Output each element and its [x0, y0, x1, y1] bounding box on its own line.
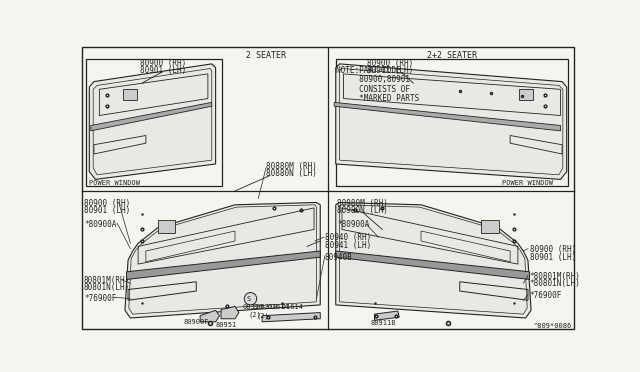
Bar: [336, 58, 568, 186]
Bar: [123, 89, 136, 100]
Polygon shape: [90, 64, 216, 179]
Text: S08310-61614: S08310-61614: [253, 304, 304, 310]
Text: POWER WINDOW: POWER WINDOW: [502, 180, 554, 186]
Text: 80901 (LH): 80901 (LH): [529, 253, 576, 262]
Text: 80901 (LH): 80901 (LH): [140, 66, 187, 75]
Text: POWER WINDOW: POWER WINDOW: [90, 180, 140, 186]
Text: NOTE:PART CODE: NOTE:PART CODE: [336, 66, 401, 75]
Text: (2): (2): [249, 312, 262, 318]
Text: 80980M (RH): 80980M (RH): [337, 199, 388, 208]
Text: 80900,80901: 80900,80901: [336, 76, 410, 84]
Polygon shape: [374, 311, 399, 320]
Text: 80900 (RH): 80900 (RH): [84, 199, 130, 208]
Text: CONSISTS OF: CONSISTS OF: [336, 85, 410, 94]
Text: 80940 (RH): 80940 (RH): [325, 233, 371, 242]
Polygon shape: [262, 312, 320, 322]
Polygon shape: [336, 64, 566, 179]
Text: 80901 (LH): 80901 (LH): [84, 206, 130, 215]
Text: *76900F: *76900F: [84, 294, 116, 303]
Text: 80951: 80951: [216, 322, 237, 328]
Text: *MARKED PARTS: *MARKED PARTS: [336, 94, 419, 103]
Text: (2): (2): [257, 312, 269, 319]
Text: *80900A: *80900A: [337, 220, 370, 229]
Polygon shape: [334, 102, 561, 131]
Bar: [481, 220, 499, 232]
Text: 80980N (LH): 80980N (LH): [337, 206, 388, 215]
Text: ^809*0086: ^809*0086: [534, 323, 572, 329]
Text: 2+2 SEATER: 2+2 SEATER: [427, 51, 477, 60]
Polygon shape: [336, 202, 531, 318]
Text: *80900A: *80900A: [84, 220, 116, 229]
Text: 80901 (LH): 80901 (LH): [367, 66, 413, 75]
Text: 80880N (LH): 80880N (LH): [266, 169, 317, 179]
Bar: [520, 89, 533, 100]
Polygon shape: [221, 307, 239, 319]
Text: 2 SEATER: 2 SEATER: [246, 51, 286, 60]
Text: S: S: [246, 296, 251, 302]
Text: 08310-61614: 08310-61614: [243, 304, 289, 310]
Polygon shape: [127, 251, 320, 279]
Polygon shape: [91, 102, 212, 131]
Text: *80801N(LH): *80801N(LH): [529, 279, 580, 289]
Text: 80941 (LH): 80941 (LH): [325, 241, 371, 250]
Bar: [86, 58, 222, 186]
Circle shape: [244, 293, 257, 305]
Text: 80900 (RH): 80900 (RH): [140, 59, 187, 68]
Text: 80900 (RH): 80900 (RH): [529, 245, 576, 254]
Polygon shape: [125, 202, 320, 318]
Text: 80880M (RH): 80880M (RH): [266, 162, 317, 171]
Text: 80911B: 80911B: [371, 320, 396, 326]
Text: *76900F: *76900F: [529, 291, 562, 300]
Text: 80801M(RH): 80801M(RH): [84, 276, 130, 285]
Bar: [157, 220, 175, 232]
Text: 80900F: 80900F: [183, 319, 209, 325]
Text: *80801M(RH): *80801M(RH): [529, 272, 580, 281]
Text: 80801N(LH): 80801N(LH): [84, 283, 130, 292]
Polygon shape: [200, 310, 220, 322]
Text: 80900 (RH): 80900 (RH): [367, 59, 413, 68]
Polygon shape: [336, 251, 529, 279]
Text: 80940B: 80940B: [325, 253, 353, 262]
